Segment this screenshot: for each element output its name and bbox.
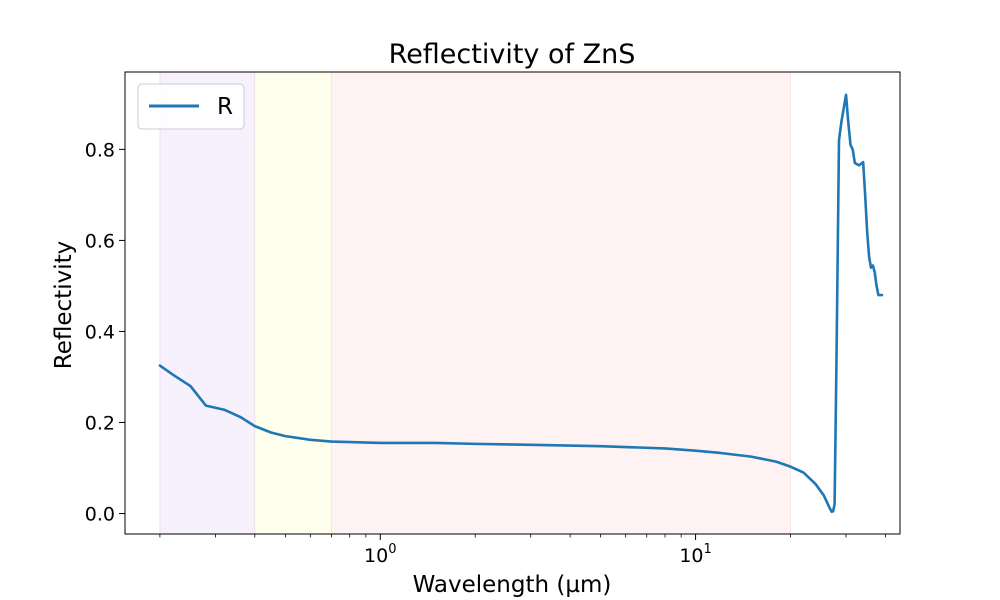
y-tick-label: 0.0: [85, 504, 115, 526]
x-tick-label: 101: [679, 542, 711, 567]
y-axis: 0.0 0.2 0.4 0.6 0.8: [85, 139, 125, 526]
plot-frame: [124, 71, 901, 535]
x-axis-label: Wavelength (µm): [413, 572, 612, 598]
x-axis: 100 101: [159, 534, 886, 567]
series-layer: [158, 93, 884, 514]
band-2: [330, 71, 791, 535]
x-tick-label: 100: [364, 542, 396, 567]
y-axis-label: Reflectivity: [51, 241, 77, 369]
band-0: [159, 71, 256, 535]
y-tick-label: 0.4: [85, 321, 115, 343]
y-tick-label: 0.8: [85, 139, 115, 161]
series-line-R: [158, 93, 884, 514]
y-tick-label: 0.2: [85, 412, 115, 434]
legend: R: [137, 83, 245, 130]
y-tick-label: 0.6: [85, 230, 115, 252]
wavelength-bands: [159, 71, 791, 535]
band-1: [254, 71, 332, 535]
legend-label: R: [217, 94, 233, 120]
chart-title: Reflectivity of ZnS: [389, 39, 636, 70]
